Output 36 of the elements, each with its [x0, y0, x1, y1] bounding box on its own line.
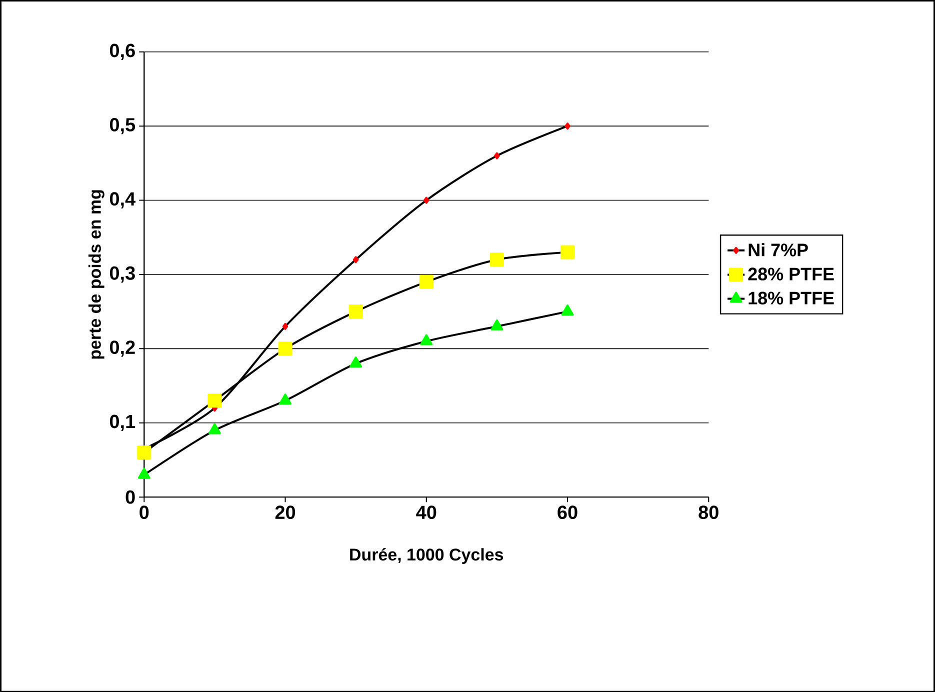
- y-axis-title: perte de poids en mg: [88, 190, 104, 359]
- point: [350, 356, 362, 368]
- point: [560, 245, 575, 260]
- point: [424, 196, 430, 204]
- x-tick-label: 80: [698, 505, 718, 519]
- point: [348, 304, 363, 318]
- point: [352, 256, 359, 263]
- y-tick-label: 0,4: [110, 192, 136, 208]
- y-tick-label: 0,6: [110, 44, 135, 60]
- point: [138, 468, 150, 479]
- point: [564, 122, 570, 130]
- point: [490, 252, 504, 266]
- point: [137, 445, 152, 460]
- y-tick-label: 0,1: [110, 414, 136, 431]
- point: [490, 319, 504, 330]
- point: [282, 322, 288, 330]
- x-axis-title: Durée, 1000 Cycles: [350, 548, 504, 564]
- point: [494, 152, 500, 160]
- x-tick-label: 60: [558, 505, 578, 519]
- legend-label: Ni 7%P: [748, 242, 808, 256]
- y-tick-label: 0: [126, 490, 135, 504]
- y-tick-label: 0,2: [110, 340, 135, 357]
- y-tick-label: 0,5: [110, 118, 136, 134]
- x-tick-label: 20: [275, 505, 296, 519]
- point: [208, 423, 221, 434]
- legend-label: 18% PTFE: [748, 292, 834, 304]
- point: [561, 304, 574, 316]
- legend-label: 28% PTFE: [748, 268, 834, 280]
- x-tick-label: 0: [140, 505, 149, 519]
- point: [208, 393, 222, 408]
- point: [279, 393, 292, 404]
- x-tick-label: 40: [416, 505, 436, 519]
- point: [420, 334, 433, 346]
- point: [278, 341, 292, 356]
- y-tick-label: 0,3: [110, 266, 135, 282]
- point: [419, 274, 434, 289]
